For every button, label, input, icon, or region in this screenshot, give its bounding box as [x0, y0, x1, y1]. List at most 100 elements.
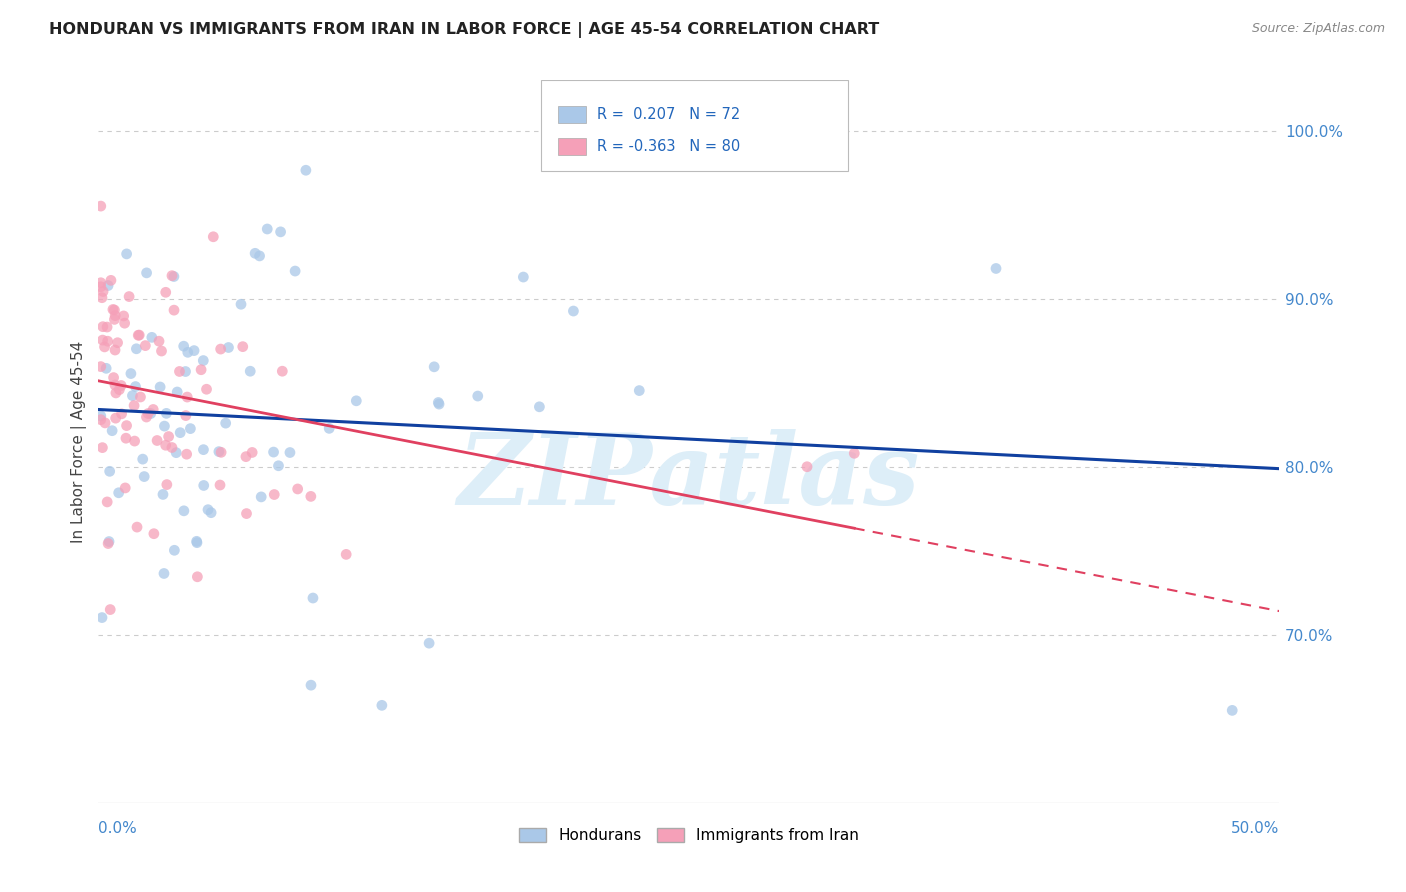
Point	[153, 566, 176, 581]
Point	[98, 464, 121, 478]
Text: 0.0%: 0.0%	[98, 822, 138, 837]
Text: ZIPatlas: ZIPatlas	[458, 429, 920, 526]
FancyBboxPatch shape	[558, 105, 586, 123]
Point	[146, 434, 169, 448]
Point	[90, 279, 112, 293]
Point	[287, 482, 309, 496]
Text: R =  0.207   N = 72: R = 0.207 N = 72	[596, 107, 740, 121]
Point	[101, 302, 124, 317]
Point	[152, 487, 174, 501]
Point	[173, 339, 195, 353]
Point	[110, 407, 132, 421]
Point	[125, 342, 148, 356]
Point	[335, 548, 357, 562]
Point	[97, 278, 120, 293]
Point	[271, 364, 294, 378]
Point	[127, 328, 149, 343]
Point	[157, 429, 180, 443]
Point	[796, 459, 818, 474]
Point	[186, 534, 208, 549]
Point	[93, 340, 115, 354]
Point	[193, 478, 215, 492]
Point	[229, 297, 252, 311]
Point	[176, 447, 198, 461]
Point	[208, 444, 231, 458]
Point	[427, 395, 450, 409]
Point	[173, 504, 195, 518]
Point	[155, 406, 177, 420]
Point	[232, 340, 254, 354]
Point	[118, 289, 141, 303]
Text: R = -0.363   N = 80: R = -0.363 N = 80	[596, 139, 740, 154]
Point	[115, 418, 138, 433]
Point	[150, 344, 173, 359]
Point	[176, 390, 198, 404]
Point	[153, 419, 176, 434]
Point	[104, 309, 127, 323]
Point	[101, 424, 124, 438]
Point	[104, 411, 127, 425]
Point	[209, 445, 232, 459]
Point	[267, 458, 290, 473]
Point	[90, 359, 112, 374]
Point	[190, 362, 212, 376]
Point	[90, 199, 112, 213]
Point	[235, 507, 257, 521]
Text: 50.0%: 50.0%	[1232, 822, 1279, 837]
Point	[155, 438, 177, 452]
Point	[263, 445, 285, 459]
Point	[91, 441, 114, 455]
Point	[98, 534, 121, 549]
Point	[94, 416, 117, 430]
Y-axis label: In Labor Force | Age 45-54: In Labor Force | Age 45-54	[72, 341, 87, 542]
Point	[628, 384, 651, 398]
Point	[166, 384, 188, 399]
Point	[263, 487, 285, 501]
Point	[142, 402, 165, 417]
Point	[371, 698, 394, 713]
Point	[121, 389, 143, 403]
Point	[107, 485, 129, 500]
FancyBboxPatch shape	[541, 80, 848, 170]
Point	[124, 434, 146, 448]
Point	[163, 269, 186, 284]
Point	[186, 570, 208, 584]
Point	[169, 364, 191, 378]
Point	[98, 602, 121, 616]
Text: HONDURAN VS IMMIGRANTS FROM IRAN IN LABOR FORCE | AGE 45-54 CORRELATION CHART: HONDURAN VS IMMIGRANTS FROM IRAN IN LABO…	[49, 22, 880, 38]
Point	[110, 378, 132, 392]
Point	[278, 445, 301, 459]
Point	[148, 334, 170, 349]
Point	[160, 268, 183, 283]
Point	[984, 261, 1007, 276]
Point	[90, 276, 112, 290]
Point	[142, 526, 165, 541]
Point	[200, 506, 222, 520]
Point	[103, 312, 125, 326]
Point	[107, 335, 129, 350]
Point	[177, 345, 200, 359]
Point	[423, 359, 446, 374]
Point	[112, 309, 135, 323]
Point	[156, 477, 179, 491]
Point	[128, 328, 150, 343]
Point	[174, 409, 197, 423]
Point	[295, 163, 318, 178]
Point	[302, 591, 325, 605]
Point	[174, 365, 197, 379]
Point	[125, 520, 148, 534]
Point	[529, 400, 551, 414]
Point	[104, 386, 127, 401]
Point	[418, 636, 440, 650]
Point	[91, 291, 114, 305]
Point	[135, 410, 157, 425]
Point	[91, 319, 114, 334]
Point	[108, 383, 131, 397]
Point	[169, 425, 191, 440]
Point	[562, 304, 585, 318]
Point	[135, 266, 157, 280]
Point	[104, 378, 127, 392]
Point	[239, 364, 262, 378]
Point	[115, 247, 138, 261]
Point	[134, 338, 156, 352]
